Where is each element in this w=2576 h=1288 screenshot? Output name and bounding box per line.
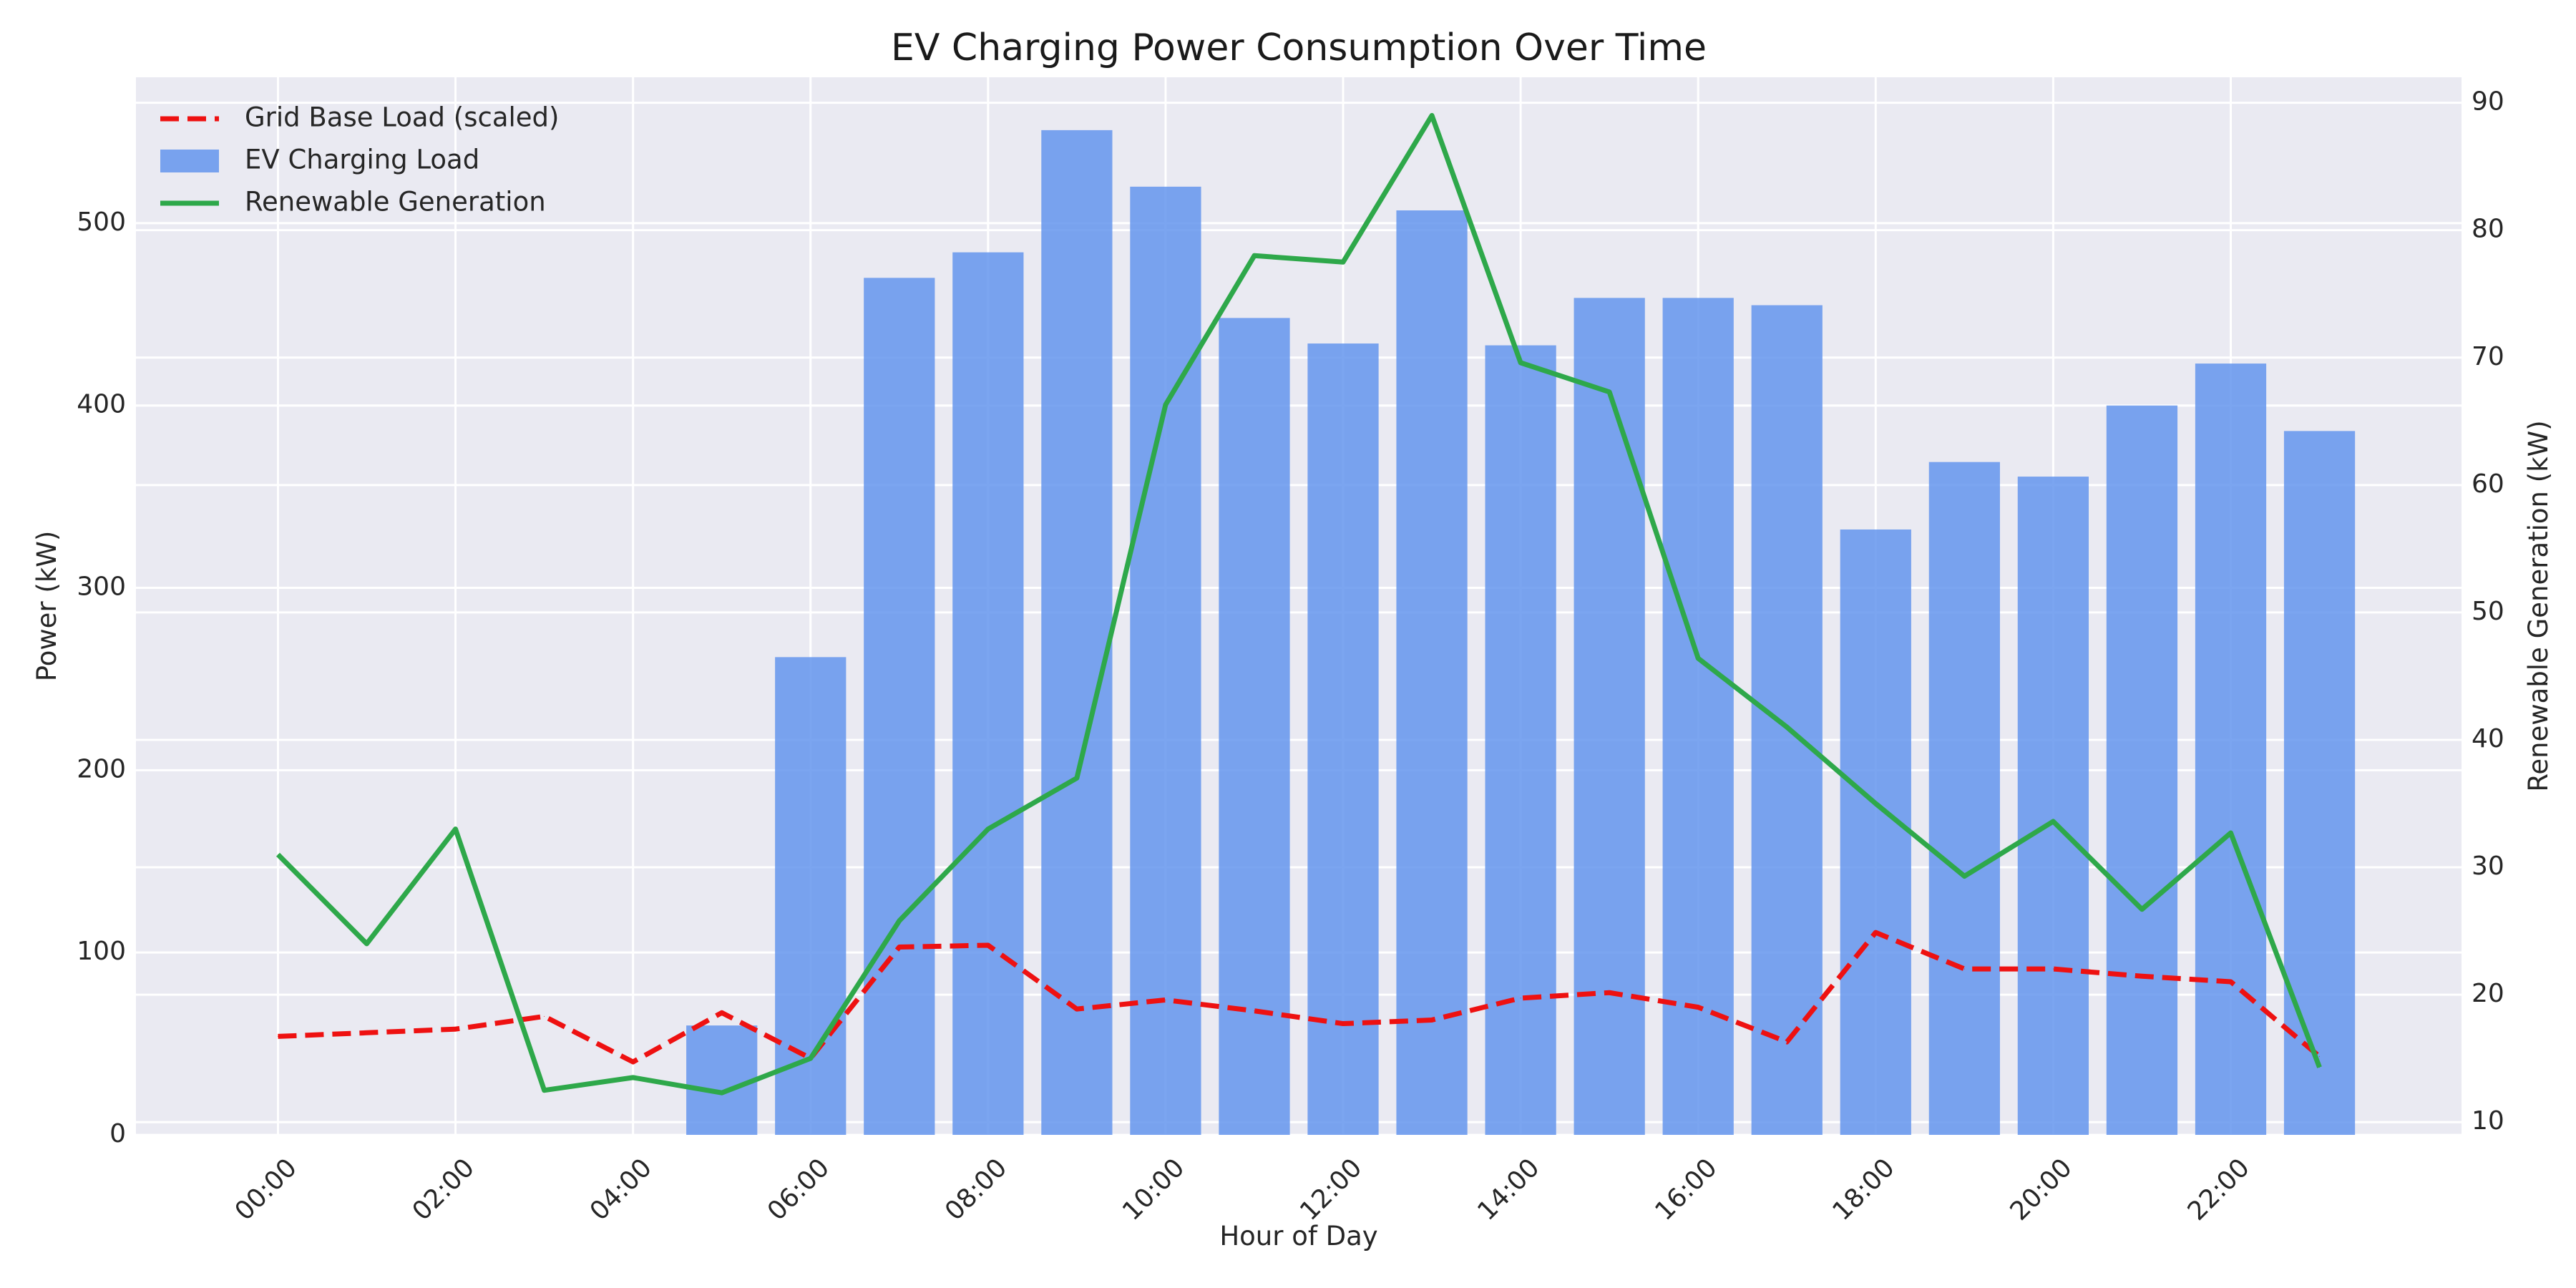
legend-label: Grid Base Load (scaled) (245, 102, 559, 133)
renewable-generation-line-point (1963, 876, 1965, 877)
grid-base-load-line-point (1875, 932, 1876, 933)
x-tick-label: 22:00 (2182, 1153, 2255, 1226)
y2-tick-label: 80 (2472, 215, 2504, 244)
legend-label: Renewable Generation (245, 187, 546, 218)
y2-tick-label: 50 (2472, 597, 2504, 626)
grid-base-load-line-point (1963, 968, 1965, 970)
ev-charging-bar (1928, 462, 2000, 1135)
legend: Grid Base Load (scaled) EV Charging Load R… (160, 102, 559, 218)
ev-charging-bar (686, 1025, 758, 1135)
renewable-generation-line-point (1609, 391, 1610, 393)
x-tick-label: 18:00 (1827, 1153, 1900, 1226)
grid-base-load-line-point (1342, 1023, 1344, 1025)
ev-charging-bar (1574, 298, 1645, 1136)
ev-charging-bar (864, 278, 935, 1136)
ev-charging-bar (2017, 477, 2089, 1135)
ev-charging-bar (1396, 210, 1468, 1135)
renewable-generation-line-point (366, 943, 368, 945)
grid-base-load-line-point (544, 1015, 545, 1017)
legend-swatch-ev-charging (160, 150, 219, 172)
x-tick-label: 08:00 (940, 1153, 1013, 1226)
ev-charging-bar (1219, 318, 1290, 1135)
grid-base-load-line-point (2319, 1055, 2321, 1057)
ev-charging-bar (2283, 431, 2356, 1135)
x-tick-label: 00:00 (230, 1153, 303, 1226)
ev-charging-bar (1751, 305, 1823, 1136)
y-axis-label: Power (kW) (31, 531, 62, 682)
line-series (275, 112, 2322, 1096)
y-tick-label: 400 (77, 390, 126, 419)
renewable-generation-line-point (544, 1090, 545, 1091)
renewable-generation-line-point (1697, 658, 1699, 659)
x-tick-label: 16:00 (1649, 1153, 1722, 1226)
x-tick-label: 02:00 (407, 1153, 480, 1226)
x-axis-label: Hour of Day (1219, 1221, 1377, 1252)
y2-tick-label: 20 (2472, 979, 2504, 1008)
ev-charging-bar (1840, 529, 1911, 1135)
grid-base-load-line-point (2230, 981, 2231, 982)
x-tick-label: 12:00 (1294, 1153, 1367, 1226)
ev-charging-bar (2106, 405, 2178, 1135)
ev-charging-bar (1307, 343, 1379, 1135)
grid-base-load-line-point (1697, 1007, 1699, 1008)
x-tick-label: 14:00 (1472, 1153, 1545, 1226)
y2-tick-label: 10 (2472, 1106, 2504, 1136)
y-tick-label: 200 (77, 754, 126, 784)
grid-base-load-line-point (1076, 1008, 1078, 1010)
ev-charging-bar (1130, 186, 1201, 1136)
renewable-generation-line-point (810, 1058, 811, 1059)
y-tick-label: 0 (109, 1119, 126, 1148)
grid-base-load-line (278, 930, 2321, 1065)
renewable-generation-line-point (1431, 114, 1433, 116)
renewable-generation-line (275, 112, 2322, 1096)
ev-charging-bar (1485, 345, 1556, 1135)
x-tick-label: 10:00 (1117, 1153, 1190, 1226)
y2-tick-label: 70 (2472, 342, 2504, 371)
legend-label: EV Charging Load (245, 145, 479, 175)
renewable-generation-line-point (1165, 404, 1166, 406)
x-tick-label: 04:00 (585, 1153, 658, 1226)
x-tick-label: 06:00 (762, 1153, 835, 1226)
renewable-generation-line-point (2319, 1067, 2321, 1068)
y2-axis-label: Renewable Generation (kW) (2523, 420, 2554, 791)
renewable-generation-line-point (1342, 261, 1344, 263)
grid-base-load-line-point (455, 1028, 457, 1030)
y-tick-label: 300 (77, 572, 126, 602)
ev-charging-bar (1662, 298, 1734, 1136)
ev-charging-bar (775, 657, 847, 1135)
renewable-generation-line-point (1076, 777, 1078, 779)
y2-tick-label: 60 (2472, 469, 2504, 499)
ev-charging-bars (686, 130, 2356, 1136)
grid-base-load-line-point (2052, 968, 2054, 970)
y2-tick-label: 30 (2472, 852, 2504, 881)
y-tick-label: 500 (77, 208, 126, 237)
y-tick-label: 100 (77, 937, 126, 966)
ev-charging-bar (2195, 364, 2267, 1135)
y2-tick-label: 90 (2472, 87, 2504, 117)
x-tick-label: 20:00 (2004, 1153, 2077, 1226)
ev-charging-bar (1041, 130, 1113, 1135)
chart-title: EV Charging Power Consumption Over Time (891, 26, 1707, 69)
renewable-generation-line-point (2230, 832, 2231, 834)
grid-base-load-line-point (1609, 992, 1610, 993)
y2-tick-label: 40 (2472, 724, 2504, 753)
ev-charging-bar (952, 252, 1024, 1135)
